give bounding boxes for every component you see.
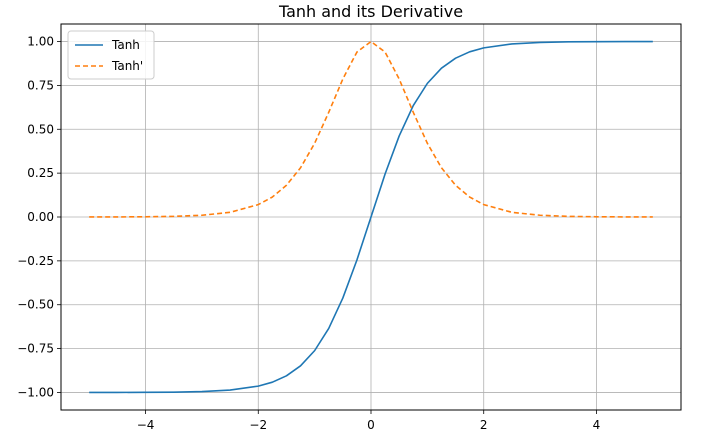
x-tick-label: 0 xyxy=(367,418,375,432)
y-tick-label: −1.00 xyxy=(17,385,54,399)
x-axis: −4 −2 0 2 4 xyxy=(137,410,601,432)
legend: Tanh Tanh' xyxy=(67,30,155,80)
series-line-tanh xyxy=(89,40,653,394)
y-tick-label: 0.75 xyxy=(27,78,54,92)
chart-title: Tanh and its Derivative xyxy=(278,2,463,21)
y-tick-label: −0.75 xyxy=(17,342,54,356)
series-group xyxy=(89,40,653,394)
x-tick-label: 4 xyxy=(593,418,601,432)
legend-label-tanh-derivative: Tanh' xyxy=(111,59,143,73)
y-tick-label: 0.25 xyxy=(27,166,54,180)
legend-label-tanh: Tanh xyxy=(111,38,140,52)
y-axis: 1.00 0.75 0.50 0.25 0.00 −0.25 −0.50 −0.75 −1.00 xyxy=(17,35,61,399)
y-tick-label: −0.50 xyxy=(17,298,54,312)
x-tick-label: 2 xyxy=(480,418,488,432)
x-tick-label: −2 xyxy=(249,418,267,432)
y-tick-label: 1.00 xyxy=(27,35,54,49)
y-tick-label: 0.00 xyxy=(27,210,54,224)
y-tick-label: 0.50 xyxy=(27,122,54,136)
y-tick-label: −0.25 xyxy=(17,254,54,268)
legend-box xyxy=(67,30,155,80)
x-tick-label: −4 xyxy=(137,418,155,432)
series-line-tanh-derivative xyxy=(89,40,653,218)
